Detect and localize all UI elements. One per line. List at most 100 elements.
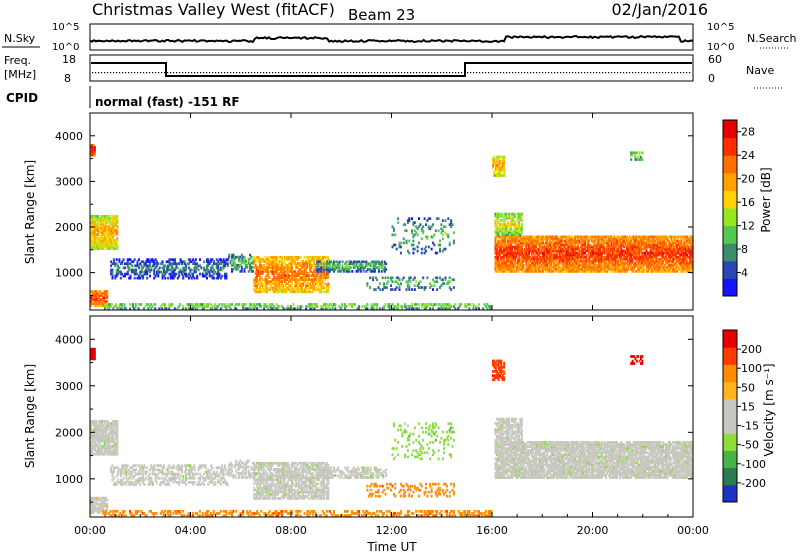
power-cell: [306, 284, 309, 288]
nave-dot: [671, 72, 673, 74]
power-cell: [282, 290, 285, 294]
power-cell: [563, 243, 565, 247]
cpid-label: CPID: [6, 91, 38, 105]
power-cell: [103, 219, 106, 222]
power-cell: [672, 253, 674, 257]
power-cell: [101, 237, 104, 240]
power-cell: [249, 253, 252, 257]
power-cell: [207, 262, 210, 266]
power-cell: [542, 239, 544, 243]
power-cell: [271, 278, 274, 281]
power-cell: [570, 270, 572, 273]
power-cell: [537, 257, 540, 261]
power-cell: [185, 274, 188, 278]
power-cell: [272, 270, 275, 273]
power-cell: [397, 303, 400, 306]
power-cell: [512, 255, 515, 259]
power-cell: [314, 286, 317, 290]
power-cell: [634, 155, 637, 159]
power-cell: [623, 261, 626, 265]
power-cell: [578, 261, 581, 265]
power-cell: [509, 227, 512, 230]
power-cell: [430, 235, 433, 239]
power-cell: [182, 307, 185, 310]
power-cell: [109, 237, 112, 240]
power-cell: [217, 270, 220, 274]
power-cell: [258, 262, 261, 265]
power-cell: [537, 241, 540, 245]
power-cell: [646, 239, 649, 243]
power-cell: [91, 223, 94, 226]
power-cell: [418, 225, 420, 229]
power-cell: [113, 247, 116, 250]
power-cell: [169, 276, 172, 280]
power-cell: [149, 270, 151, 274]
power-cell: [683, 259, 686, 263]
power-cell: [321, 256, 324, 259]
power-cell: [191, 303, 194, 306]
nave-dot: [359, 72, 361, 74]
power-cell: [137, 258, 140, 261]
power-cell: [432, 305, 434, 308]
power-cell: [550, 241, 553, 245]
power-cell: [673, 261, 676, 265]
power-cell: [313, 303, 316, 306]
power-cell: [256, 268, 259, 271]
power-cell: [600, 251, 603, 255]
power-cell: [639, 239, 642, 243]
power-cell: [498, 247, 501, 251]
power-cell: [618, 251, 621, 255]
power-cell: [596, 235, 599, 239]
power-cell: [512, 214, 515, 218]
power-cell: [281, 305, 284, 308]
power-cell: [143, 262, 146, 266]
power-cell: [526, 241, 529, 245]
power-cell: [505, 263, 508, 267]
power-cell: [92, 237, 95, 240]
power-cell: [509, 270, 512, 273]
power-cell: [568, 270, 571, 273]
power-cell: [540, 245, 543, 249]
power-cell: [515, 237, 518, 241]
nave-label: Nave: [746, 64, 774, 77]
power-cell: [112, 245, 115, 248]
power-cell: [114, 233, 117, 236]
power-cell: [635, 251, 638, 255]
power-cell: [688, 241, 691, 245]
power-cell: [300, 262, 303, 265]
power-cell: [537, 253, 540, 257]
nave-dot: [107, 72, 109, 74]
power-cell: [639, 265, 642, 269]
power-cell: [412, 233, 415, 237]
power-cell: [520, 219, 523, 222]
power-cell: [533, 235, 536, 239]
power-cell: [101, 215, 104, 218]
power-cell: [351, 270, 354, 273]
power-cell: [239, 255, 242, 259]
power-cell: [681, 261, 684, 265]
power-cell: [686, 247, 688, 251]
power-cell: [511, 255, 514, 259]
power-cell: [669, 241, 672, 245]
power-cell: [95, 294, 98, 297]
power-cell: [105, 237, 108, 240]
power-cell: [502, 233, 505, 237]
power-cell: [494, 270, 497, 273]
nave-dot: [203, 72, 205, 74]
power-cell: [310, 290, 313, 294]
power-cell: [185, 268, 188, 272]
power-cell: [539, 270, 542, 273]
power-cell: [256, 288, 259, 292]
power-cell: [278, 266, 281, 269]
power-cell: [309, 286, 312, 290]
power-cell: [282, 307, 285, 310]
power-cell: [291, 270, 293, 273]
power-cell: [351, 305, 353, 308]
power-cell: [313, 286, 316, 290]
power-cell: [632, 249, 635, 253]
power-cell: [95, 245, 98, 248]
power-cell: [320, 276, 323, 279]
power-cell: [95, 223, 98, 226]
power-cell: [233, 255, 236, 259]
power-cell: [687, 265, 690, 269]
